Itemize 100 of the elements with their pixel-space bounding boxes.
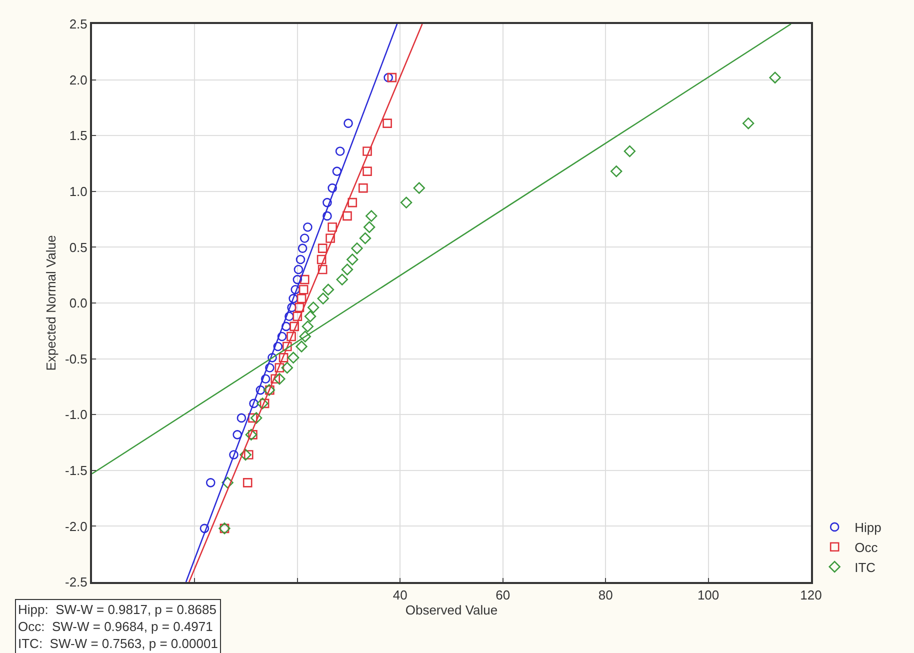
- legend-label: Hipp: [854, 520, 882, 536]
- y-tick-label: -2.5: [64, 574, 88, 590]
- point: [335, 146, 345, 156]
- point: [382, 118, 392, 128]
- point: [359, 232, 372, 244]
- x-tick-label: 120: [800, 588, 822, 603]
- y-tick-label: 2.5: [69, 16, 88, 32]
- point: [298, 244, 308, 253]
- point: [326, 234, 335, 243]
- point: [413, 182, 425, 194]
- point: [296, 254, 306, 264]
- point: [265, 363, 274, 372]
- point: [245, 428, 258, 441]
- point: [286, 332, 296, 342]
- point: [303, 222, 312, 232]
- point: [250, 412, 262, 424]
- point: [322, 198, 332, 208]
- point: [206, 478, 216, 488]
- point: [292, 312, 302, 322]
- point: [332, 166, 342, 176]
- point: [318, 244, 328, 253]
- point: [362, 146, 372, 156]
- point: [302, 320, 314, 332]
- point: [322, 211, 332, 221]
- point: [248, 413, 258, 423]
- point: [358, 183, 368, 193]
- point: [769, 72, 781, 84]
- y-tick-label: 0.0: [69, 296, 88, 311]
- point: [290, 322, 299, 332]
- point: [362, 166, 372, 176]
- point: [290, 284, 300, 294]
- point: [232, 430, 242, 440]
- point: [624, 145, 636, 158]
- point: [299, 330, 311, 342]
- point: [256, 385, 266, 395]
- point: [387, 72, 397, 82]
- point: [274, 363, 284, 372]
- point: [384, 72, 393, 82]
- point: [294, 264, 304, 274]
- y-tick-label: -1.0: [64, 407, 88, 422]
- point: [274, 373, 286, 385]
- x-tick-label: 60: [496, 588, 510, 603]
- point: [351, 242, 363, 254]
- x-tick-label: 40: [392, 588, 408, 603]
- point: [244, 450, 254, 460]
- point: [318, 264, 328, 274]
- point: [294, 302, 304, 312]
- y-tick-label: -1.5: [64, 462, 88, 478]
- point: [328, 222, 337, 232]
- point: [270, 374, 280, 384]
- point: [256, 398, 268, 410]
- point: [249, 398, 258, 408]
- y-tick-label: 2.0: [69, 72, 88, 88]
- point: [287, 302, 296, 312]
- y-tick-label: 1.5: [69, 128, 88, 144]
- point: [268, 353, 277, 362]
- point: [229, 450, 238, 460]
- y-tick-label: 0.5: [69, 240, 88, 255]
- x-tick-label: 80: [598, 588, 613, 603]
- point: [248, 430, 258, 440]
- text: Hipp: SW-W = 0.9817, p = 0.8685 Occ: SW-W = 0.9684, p = 0.4971 ITC: SW-W = 0.7563, p = 0.00001: [18, 602, 218, 651]
- point: [610, 165, 622, 178]
- x-axis-title: Observed Value: [405, 602, 498, 618]
- point: [336, 274, 348, 286]
- point: [308, 302, 320, 314]
- point: [242, 478, 252, 488]
- point: [287, 352, 300, 364]
- point: [341, 264, 354, 276]
- point: [298, 284, 308, 294]
- point: [342, 211, 352, 221]
- point: [260, 398, 270, 408]
- point: [236, 413, 246, 423]
- y-tick-label: -0.5: [64, 351, 88, 366]
- point: [742, 117, 754, 130]
- point: [296, 294, 306, 304]
- point: [281, 362, 294, 374]
- point: [300, 234, 310, 243]
- point: [260, 374, 270, 384]
- point: [278, 353, 288, 362]
- point: [322, 284, 334, 296]
- point: [281, 322, 291, 332]
- y-tick-label: -2.0: [64, 518, 88, 534]
- point: [282, 342, 292, 352]
- point: [400, 196, 412, 208]
- point: [288, 294, 298, 304]
- point: [344, 118, 353, 128]
- point: [240, 448, 252, 461]
- x-tick-label: 100: [697, 588, 720, 603]
- point: [284, 312, 294, 322]
- point: [366, 210, 378, 222]
- point: [273, 342, 283, 352]
- y-axis-title: Expected Normal Value: [43, 235, 58, 371]
- point: [304, 310, 316, 322]
- point: [348, 198, 358, 208]
- point: [296, 340, 308, 352]
- point: [346, 254, 358, 266]
- y-tick-label: 1.0: [69, 184, 88, 199]
- point: [277, 332, 287, 342]
- point: [200, 524, 210, 534]
- legend-label: Occ: [854, 540, 878, 555]
